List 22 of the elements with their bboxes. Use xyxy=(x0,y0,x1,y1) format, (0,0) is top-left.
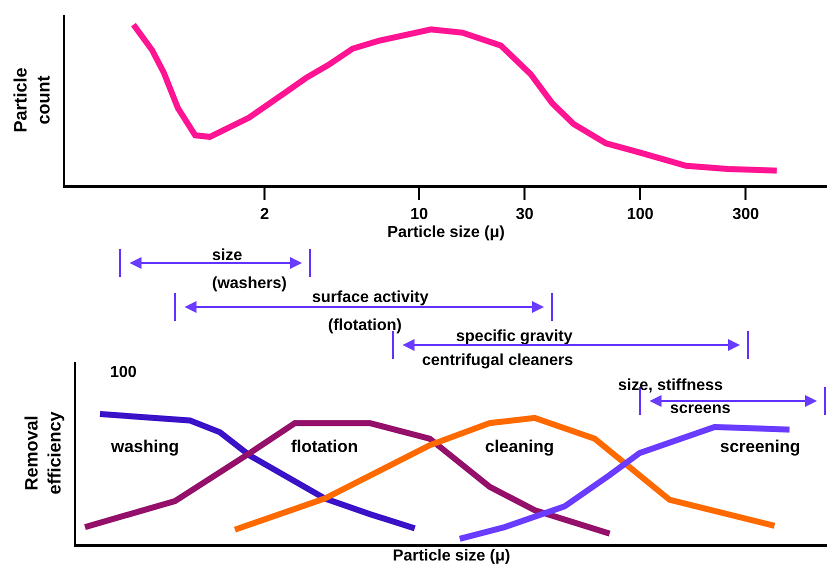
y-axis-title: Removal efficiency xyxy=(21,411,65,495)
text: (flotation) xyxy=(328,317,402,334)
x-tick-label: 300 xyxy=(732,206,760,224)
series-label: washing xyxy=(110,437,180,456)
text: centrifugal cleaners xyxy=(422,352,574,369)
annotation: screens xyxy=(670,400,731,417)
text: (washers) xyxy=(212,275,287,292)
x-axis-title: Particle size (μ) xyxy=(387,224,505,241)
text: specific gravity xyxy=(456,328,573,345)
text: size xyxy=(212,247,242,264)
x-tick-label: 30 xyxy=(516,206,534,224)
text: surface activity xyxy=(312,289,429,306)
x-tick-label: 10 xyxy=(410,206,428,224)
series-label: screening xyxy=(720,437,800,456)
x-tick-label: 100 xyxy=(626,206,654,224)
y-axis-title: Particle count xyxy=(10,67,54,133)
x-axis-title: Particle size (μ) xyxy=(392,548,510,565)
text: size, stiffness xyxy=(618,377,724,394)
series-label: cleaning xyxy=(485,437,554,456)
series-label: flotation xyxy=(291,437,358,456)
x-tick-label: 2 xyxy=(260,206,270,224)
text: 100 xyxy=(110,364,137,381)
